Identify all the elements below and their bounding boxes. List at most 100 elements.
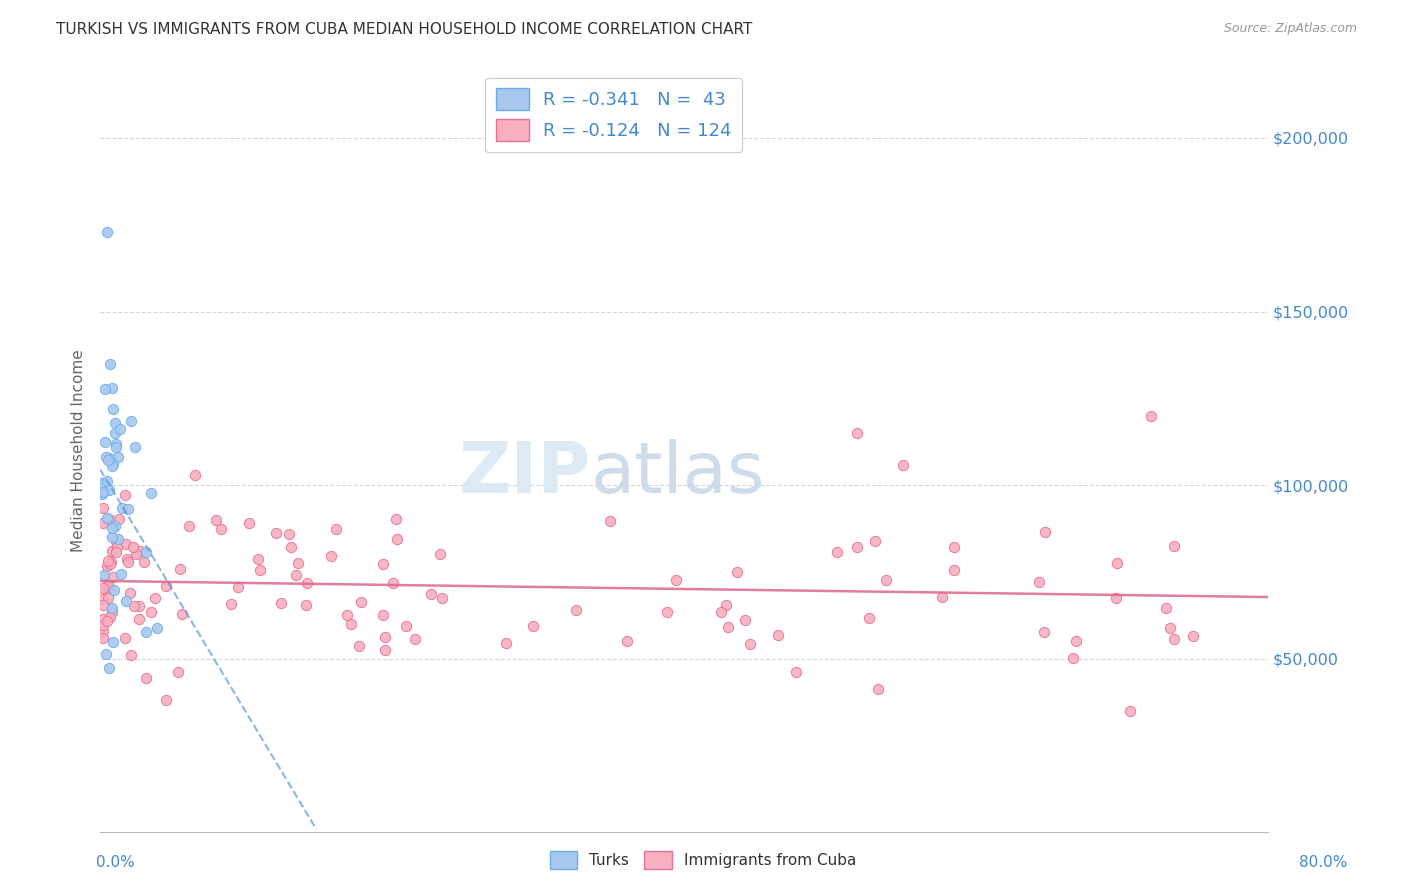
Point <box>931 591 953 605</box>
Point <box>104 519 127 533</box>
Point <box>294 598 316 612</box>
Point <box>111 500 134 515</box>
Point <box>1119 704 1142 718</box>
Point <box>564 603 586 617</box>
Point <box>110 566 132 581</box>
Point <box>404 632 426 646</box>
Point <box>141 605 163 619</box>
Point <box>101 635 124 649</box>
Point <box>374 630 396 644</box>
Point <box>374 642 396 657</box>
Y-axis label: Median Household Income: Median Household Income <box>72 349 86 552</box>
Point <box>717 620 740 634</box>
Point <box>845 426 868 441</box>
Point <box>155 692 177 706</box>
Point <box>1105 556 1128 570</box>
Point <box>100 555 122 569</box>
Point <box>115 594 138 608</box>
Point <box>716 598 738 612</box>
Point <box>128 543 150 558</box>
Point <box>105 545 128 559</box>
Point <box>101 381 124 395</box>
Point <box>943 540 966 554</box>
Point <box>135 671 157 685</box>
Point <box>96 225 118 239</box>
Point <box>655 605 678 619</box>
Point <box>97 591 120 605</box>
Point <box>122 599 145 613</box>
Point <box>90 476 112 491</box>
Point <box>104 426 127 441</box>
Point <box>429 547 451 561</box>
Point <box>246 551 269 566</box>
Point <box>98 483 121 497</box>
Point <box>96 474 118 488</box>
Point <box>135 624 157 639</box>
Point <box>107 532 129 546</box>
Point <box>96 614 118 628</box>
Point <box>90 487 112 501</box>
Point <box>325 522 347 536</box>
Point <box>97 554 120 568</box>
Point <box>297 575 319 590</box>
Point <box>146 621 169 635</box>
Point <box>114 631 136 645</box>
Point <box>115 552 138 566</box>
Point <box>107 450 129 465</box>
Point <box>97 512 120 526</box>
Point <box>1140 409 1163 423</box>
Point <box>734 613 756 627</box>
Point <box>124 440 146 454</box>
Point <box>522 619 544 633</box>
Point <box>91 581 114 595</box>
Point <box>100 610 122 624</box>
Point <box>96 558 118 573</box>
Point <box>103 401 125 416</box>
Point <box>94 382 117 396</box>
Point <box>170 607 193 621</box>
Point <box>134 555 156 569</box>
Point <box>96 581 118 595</box>
Point <box>1163 632 1185 646</box>
Point <box>120 414 142 428</box>
Point <box>846 541 869 555</box>
Point <box>169 562 191 576</box>
Point <box>98 558 121 572</box>
Point <box>768 628 790 642</box>
Legend: Turks, Immigrants from Cuba: Turks, Immigrants from Cuba <box>543 845 863 875</box>
Point <box>115 537 138 551</box>
Point <box>110 422 132 436</box>
Point <box>103 457 125 471</box>
Point <box>93 568 115 582</box>
Point <box>105 534 128 549</box>
Point <box>1163 539 1185 553</box>
Point <box>249 563 271 577</box>
Point <box>371 558 394 572</box>
Point <box>1062 650 1084 665</box>
Point <box>381 576 404 591</box>
Point <box>91 485 114 500</box>
Point <box>118 585 141 599</box>
Point <box>121 540 143 554</box>
Point <box>91 618 114 632</box>
Point <box>785 665 807 679</box>
Text: 80.0%: 80.0% <box>1299 855 1347 870</box>
Text: ZIP: ZIP <box>458 439 591 508</box>
Point <box>285 568 308 582</box>
Point <box>350 595 373 609</box>
Point <box>863 534 886 549</box>
Point <box>125 547 148 561</box>
Point <box>891 458 914 472</box>
Point <box>278 526 301 541</box>
Point <box>117 555 139 569</box>
Point <box>336 607 359 622</box>
Point <box>866 681 889 696</box>
Point <box>101 605 124 619</box>
Point <box>120 648 142 662</box>
Point <box>98 450 121 465</box>
Point <box>1105 591 1128 605</box>
Point <box>167 665 190 680</box>
Point <box>183 467 205 482</box>
Point <box>96 510 118 524</box>
Point <box>91 612 114 626</box>
